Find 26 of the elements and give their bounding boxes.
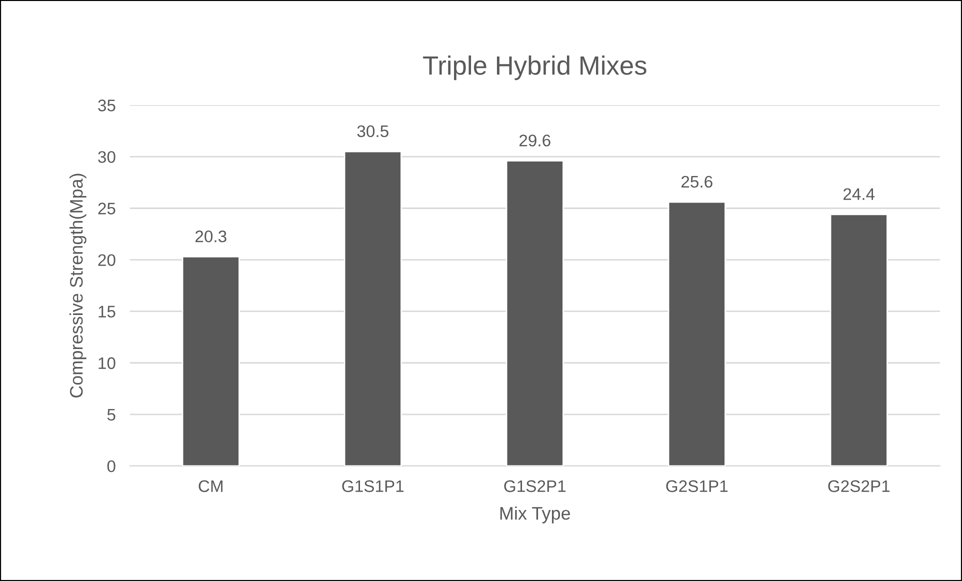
chart-title: Triple Hybrid Mixes [423,55,646,80]
x-tick-label: G1S2P1 [504,480,566,492]
x-axis-title: Mix Type [500,506,570,524]
data-label: 29.6 [519,134,550,146]
bar [182,256,240,466]
x-tick-label: G2S2P1 [828,480,890,492]
y-tick-label: 30 [98,151,116,163]
data-label: 25.6 [681,176,712,188]
x-tick-label: G1S1P1 [342,480,404,492]
x-tick-label: CM [198,480,222,492]
data-label: 30.5 [357,125,388,138]
y-tick-label: 20 [98,254,116,266]
data-label: 20.3 [195,230,226,242]
bar [668,201,726,466]
data-label: 24.4 [843,188,875,200]
y-axis-title: Compressive Strength(Mpa) [70,174,86,398]
y-tick-label: 35 [98,100,116,112]
y-tick-label: 10 [98,357,116,370]
x-tick-label: G2S1P1 [666,480,728,492]
bar [830,214,888,466]
y-tick-label: 0 [107,460,116,472]
bar [344,150,402,466]
y-tick-label: 5 [107,408,116,421]
bar [506,160,564,466]
y-tick-label: 25 [98,202,116,214]
y-tick-label: 15 [98,306,116,318]
